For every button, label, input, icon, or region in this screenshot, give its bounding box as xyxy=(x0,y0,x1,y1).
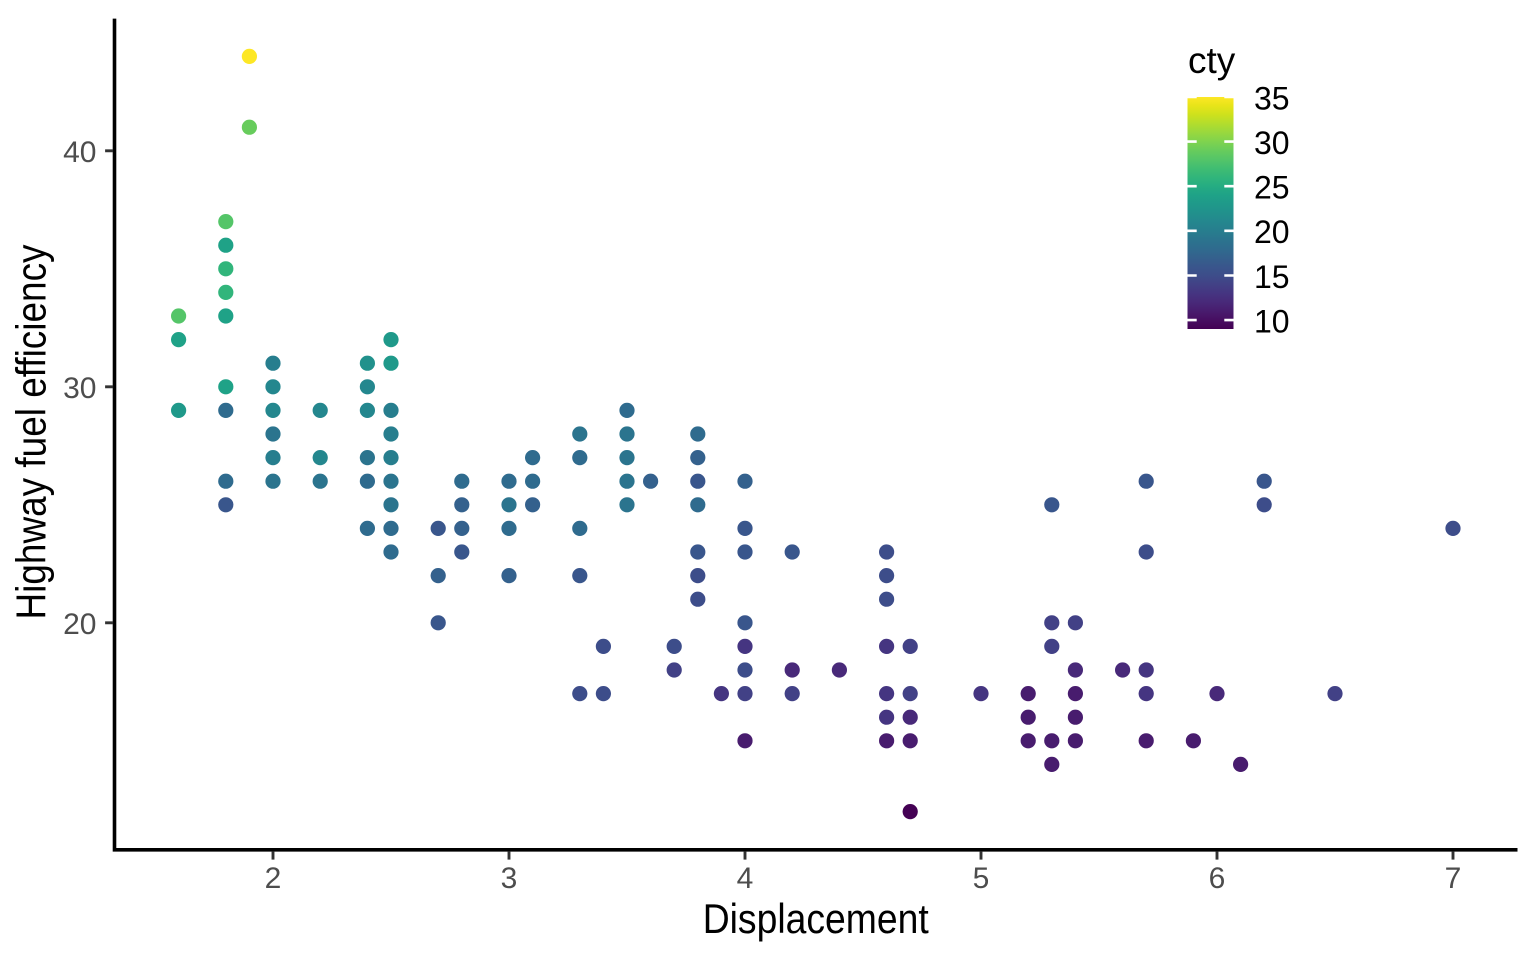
svg-text:10: 10 xyxy=(1254,304,1290,340)
svg-text:20: 20 xyxy=(63,608,96,641)
svg-text:35: 35 xyxy=(1254,80,1290,116)
svg-text:20: 20 xyxy=(1254,214,1290,250)
svg-text:30: 30 xyxy=(1254,125,1290,161)
svg-text:7: 7 xyxy=(1445,862,1462,895)
svg-text:30: 30 xyxy=(63,372,96,405)
svg-text:4: 4 xyxy=(737,862,754,895)
svg-text:2: 2 xyxy=(265,862,282,895)
svg-text:15: 15 xyxy=(1254,259,1290,295)
svg-text:Highway fuel efficiency: Highway fuel efficiency xyxy=(8,245,55,620)
svg-text:cty: cty xyxy=(1188,40,1236,81)
svg-text:25: 25 xyxy=(1254,170,1290,206)
svg-text:Displacement: Displacement xyxy=(703,895,929,942)
svg-text:5: 5 xyxy=(973,862,990,895)
svg-text:6: 6 xyxy=(1209,862,1226,895)
svg-text:40: 40 xyxy=(63,136,96,169)
svg-text:3: 3 xyxy=(501,862,518,895)
